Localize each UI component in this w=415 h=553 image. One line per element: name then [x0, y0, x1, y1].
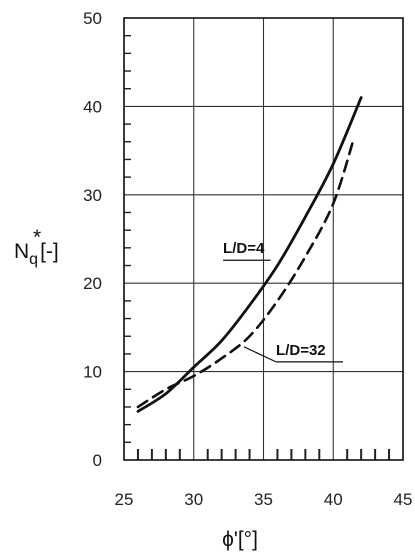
y-axis-label-unit: [-] [40, 240, 59, 263]
y-tick-label: 20 [83, 274, 102, 293]
x-tick-labels: 25 30 35 40 45 [115, 490, 413, 509]
y-tick-label: 0 [93, 451, 102, 470]
y-tick-label: 10 [83, 363, 102, 382]
x-tick-label: 45 [394, 490, 413, 509]
y-tick-label: 30 [83, 186, 102, 205]
x-tick-label: 30 [184, 490, 203, 509]
x-tick-label: 40 [324, 490, 343, 509]
x-tick-label: 35 [254, 490, 273, 509]
y-tick-label: 50 [83, 9, 102, 28]
y-axis-label-superscript: * [33, 226, 41, 249]
annotation-ld32-leader [243, 346, 277, 363]
y-axis-label: Nq[-] [14, 240, 59, 268]
annotation-layer: L/D=4 L/D=32 [223, 240, 344, 363]
plot-frame [123, 17, 404, 461]
annotation-ld4: L/D=4 [223, 240, 265, 257]
y-axis-label-main: N [14, 240, 29, 263]
minor-ticks [124, 34, 391, 460]
annotation-ld32: L/D=32 [276, 342, 326, 359]
series-line-ld32 [136, 136, 356, 409]
x-tick-label: 25 [115, 490, 134, 509]
x-axis-label: ϕ'[°] [222, 528, 258, 551]
y-tick-label: 40 [83, 97, 102, 116]
series-layer [136, 96, 363, 413]
y-axis-label-sub: q [29, 251, 38, 268]
y-tick-labels: 0 10 20 30 40 50 [83, 9, 102, 470]
